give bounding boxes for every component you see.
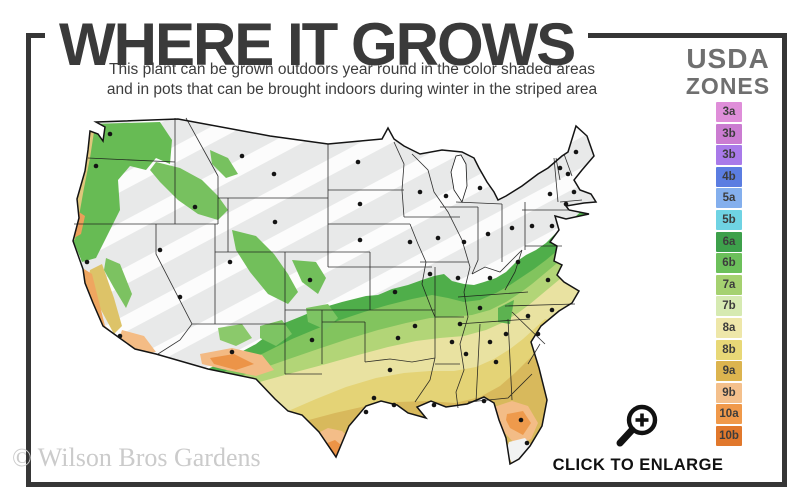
zone-chip-10b-15: 10b xyxy=(716,425,742,446)
zone-chip-6a-6: 6a xyxy=(716,231,742,252)
zone-chip-4b-3: 4b xyxy=(716,166,742,187)
zone-chip-8b-11: 8b xyxy=(716,339,742,360)
zone-chip-8a-10: 8a xyxy=(716,317,742,338)
subtitle-line-1: This plant can be grown outdoors year ro… xyxy=(109,61,595,78)
magnifier-icon[interactable] xyxy=(610,398,666,452)
legend-title: USDA ZONES xyxy=(672,43,784,99)
zone-chip-7a-8: 7a xyxy=(716,274,742,295)
click-to-enlarge-label[interactable]: CLICK TO ENLARGE xyxy=(552,456,724,474)
zone-chip-7b-9: 7b xyxy=(716,296,742,317)
watermark: © Wilson Bros Gardens xyxy=(12,443,261,472)
legend-title-line-2: ZONES xyxy=(685,73,771,99)
zone-chip-10a-14: 10a xyxy=(716,404,742,425)
zone-chip-3b-1: 3b xyxy=(716,123,742,144)
zone-chip-3a-0: 3a xyxy=(716,102,742,122)
lake-michigan xyxy=(450,154,468,203)
city-dots xyxy=(84,131,579,446)
zone-chip-6b-7: 6b xyxy=(716,253,742,274)
zone-chip-3b-2: 3b xyxy=(716,145,742,166)
zone-chip-9a-12: 9a xyxy=(716,361,742,382)
zone-chip-5b-5: 5b xyxy=(716,209,742,230)
zone-chip-9b-13: 9b xyxy=(716,382,742,403)
legend-title-line-1: USDA xyxy=(686,43,770,74)
page-title: WHERE IT GROWS xyxy=(45,14,589,76)
subtitle-line-2: and in pots that can be brought indoors … xyxy=(106,81,598,98)
zone-list: 3a 3b 3b 4b 5a 5b 6a 6b 7a 7b 8a 8b 9a 9b 10a 10b xyxy=(716,102,742,448)
zone-chip-5a-4: 5a xyxy=(716,188,742,209)
subtitle: This plant can be grown outdoors year ro… xyxy=(58,60,646,100)
us-zone-map[interactable] xyxy=(60,112,610,472)
